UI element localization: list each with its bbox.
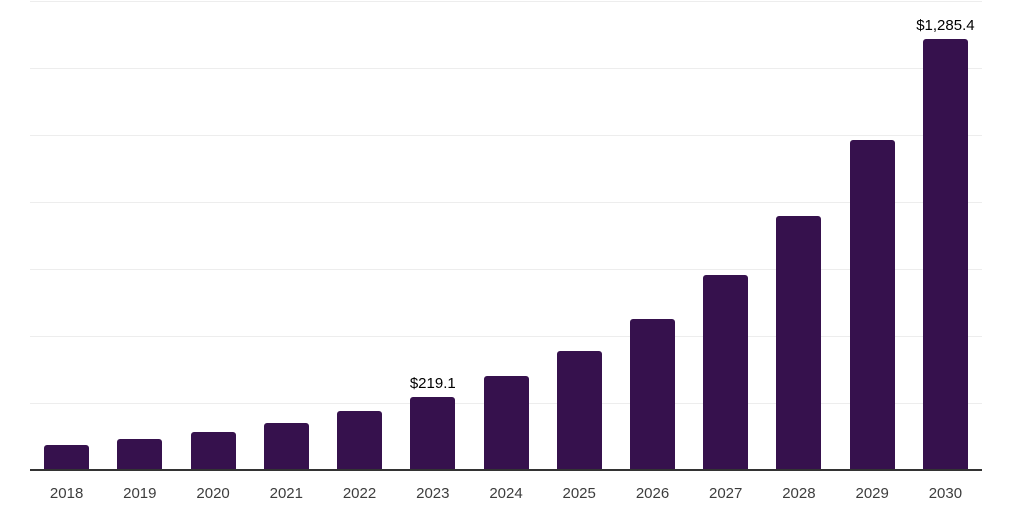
x-tick-label-2025: 2025: [562, 485, 596, 502]
x-tick-label-2028: 2028: [782, 485, 816, 502]
bar-2025: [556, 350, 602, 470]
bar-value-label-2023: $219.1: [409, 374, 456, 392]
x-tick-label-2023: 2023: [416, 485, 450, 502]
bar-2026: [630, 318, 675, 470]
bar-value-label-2030: $1,285.4: [916, 16, 975, 34]
bar-2022: [337, 411, 382, 470]
bar-2028: [776, 216, 822, 470]
plot-area: 2018 2019 2020 2021 2022 $219.1 2023 2024 2025 20…: [30, 0, 982, 512]
gridline: [30, 202, 982, 203]
bar-2030: [922, 38, 968, 470]
x-tick-label-2019: 2019: [123, 485, 157, 502]
bar-2019: [117, 439, 163, 470]
x-tick-label-2027: 2027: [709, 485, 743, 502]
gridline: [30, 135, 982, 136]
gridline: [30, 68, 982, 69]
x-tick-label-2030: 2030: [928, 485, 963, 502]
gridline: [30, 269, 982, 270]
x-tick-label-2029: 2029: [855, 485, 889, 502]
x-tick-label-2018: 2018: [49, 485, 84, 502]
x-tick-label-2020: 2020: [196, 485, 230, 502]
x-tick-label-2024: 2024: [489, 485, 523, 502]
bar-2023: [410, 396, 456, 470]
bar-2020: [190, 431, 236, 470]
bar-2018: [44, 445, 90, 470]
bar-2027: [703, 275, 749, 470]
gridline: [30, 336, 982, 337]
x-tick-label-2021: 2021: [269, 485, 303, 502]
x-tick-label-2022: 2022: [342, 485, 377, 502]
bar-2021: [263, 422, 309, 470]
gridline: [30, 1, 982, 2]
bar-2029: [849, 140, 895, 470]
bar-2024: [483, 376, 529, 470]
x-tick-label-2026: 2026: [635, 485, 670, 502]
x-axis-line: [30, 469, 982, 471]
